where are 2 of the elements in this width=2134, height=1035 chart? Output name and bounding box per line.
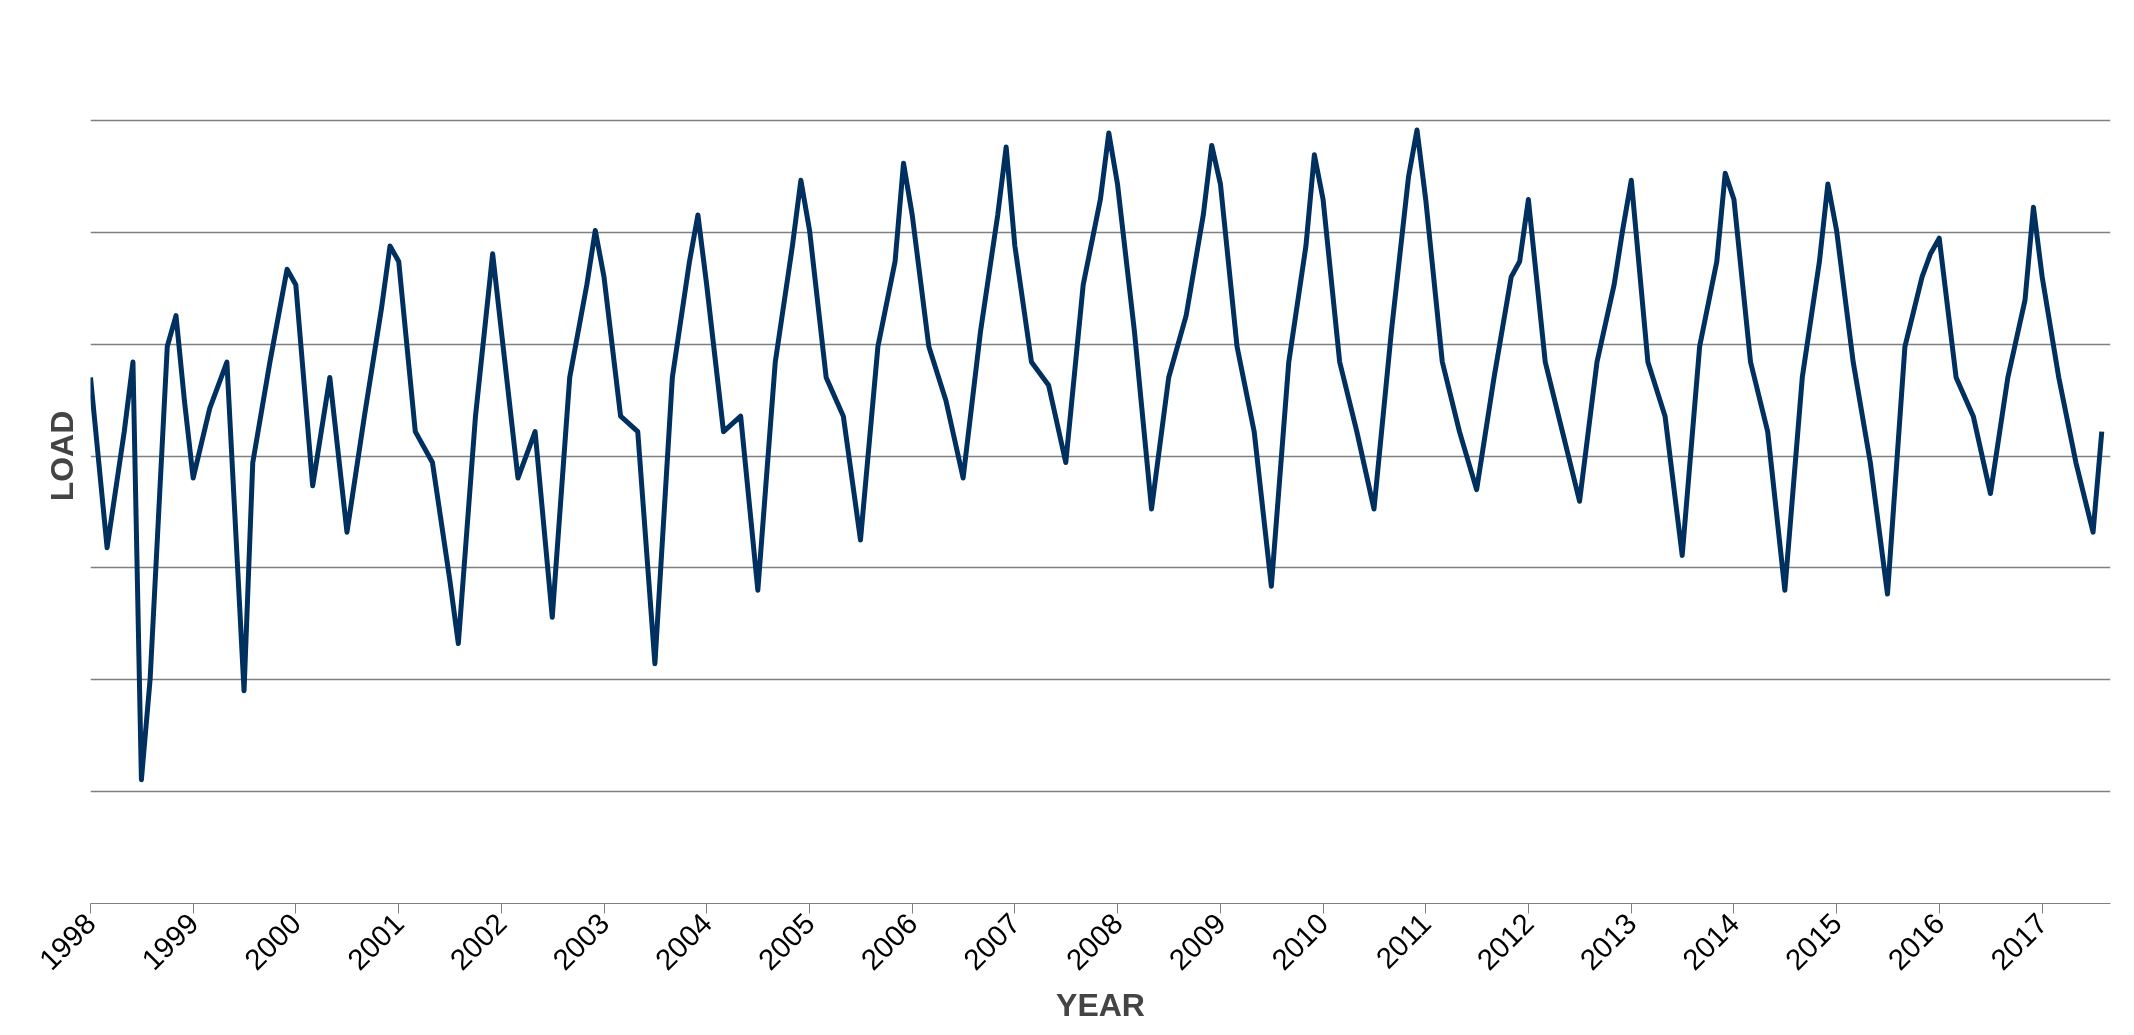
x-axis-title: YEAR <box>1056 986 1145 1023</box>
y-axis-title: LOAD <box>43 410 80 502</box>
